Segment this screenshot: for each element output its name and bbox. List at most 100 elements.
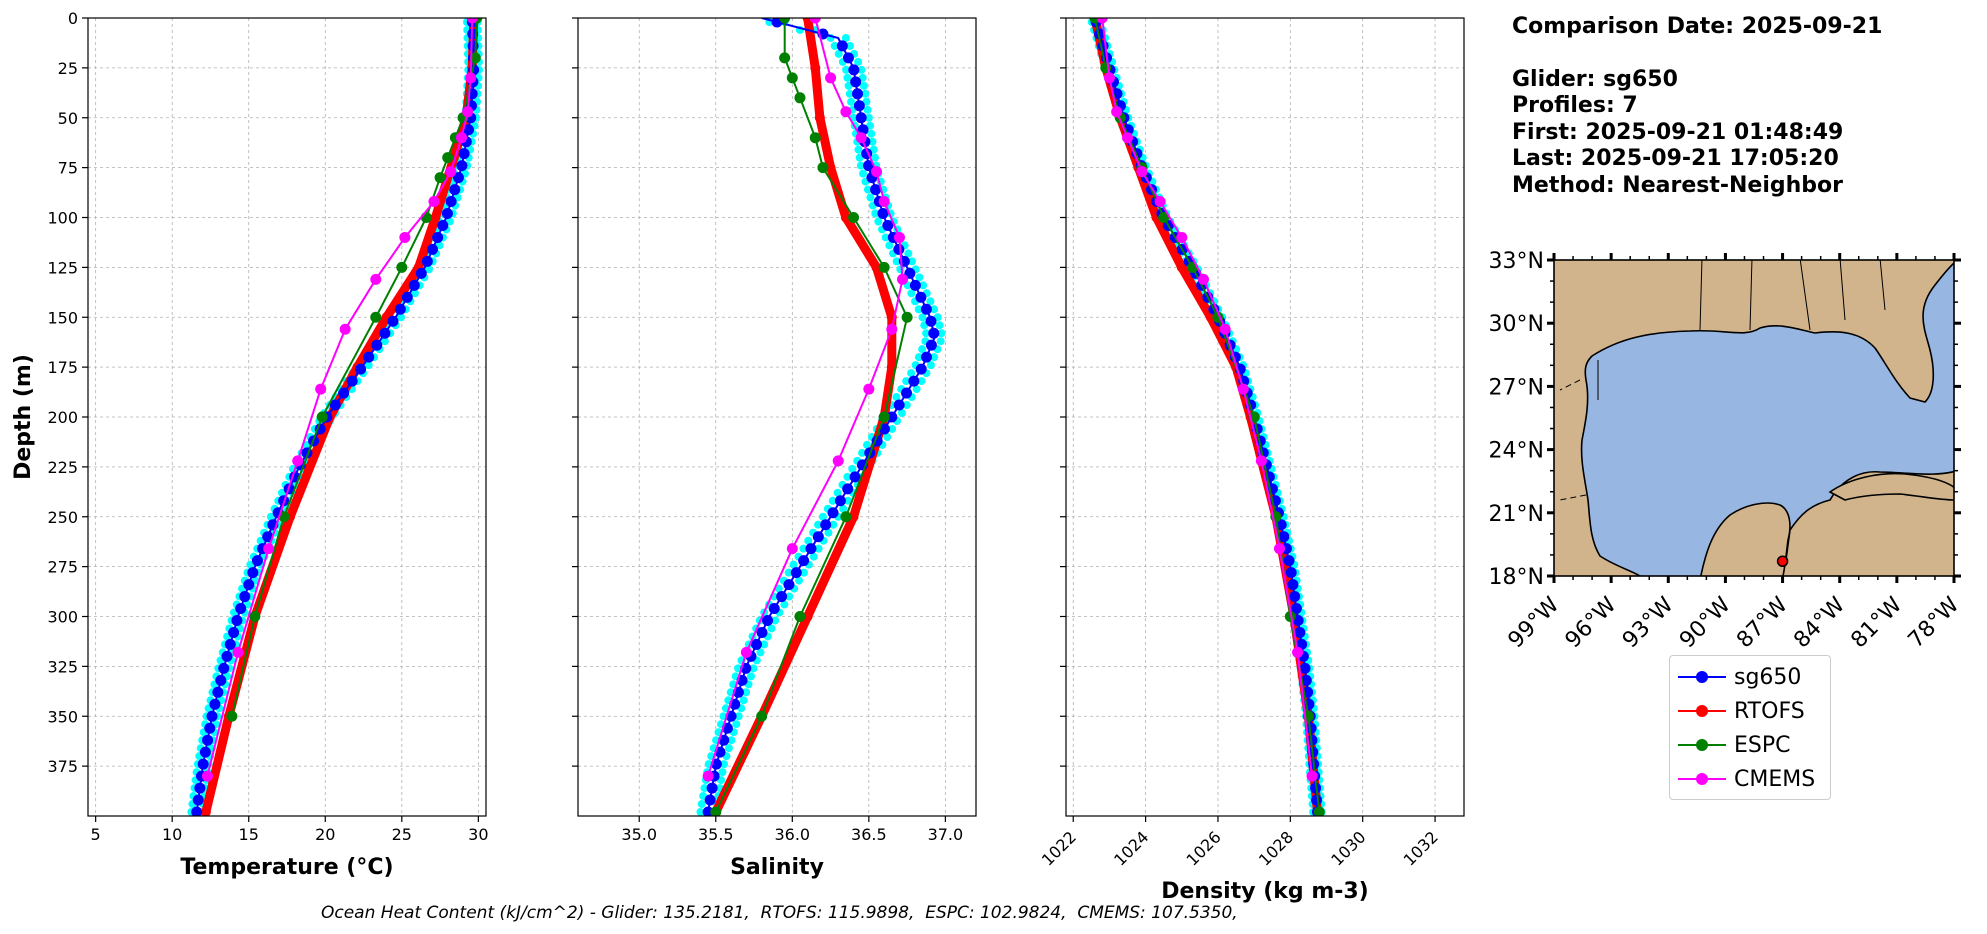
x-tick-label: 1028 [1255, 827, 1297, 869]
series-line-rtofs [201, 18, 479, 814]
glider-scatter-point [829, 520, 838, 529]
map-lat-label: 27°N [1489, 375, 1544, 400]
map-lon-label: 81°W [1846, 592, 1907, 653]
series-point-sg650 [886, 411, 898, 423]
glider-scatter-point [771, 616, 780, 625]
map-inset: 99°W96°W93°W90°W87°W84°W81°W78°W 18°N 21°N… [1489, 249, 1965, 653]
series-point-sg650 [228, 626, 240, 638]
glider-scatter-point [833, 488, 842, 497]
series-point-cmems [263, 543, 275, 555]
series-point-sg650 [850, 76, 862, 88]
series-point-cmems [832, 455, 844, 467]
series-point-espc [442, 152, 454, 164]
x-axis-label: Temperature (°C) [180, 855, 393, 880]
series-point-sg650 [379, 327, 391, 339]
glider-scatter-point [364, 361, 373, 370]
glider-scatter-point [734, 712, 743, 721]
map-lon-label: 93°W [1618, 592, 1679, 653]
interpolation-method: Method: Nearest-Neighbor [1512, 172, 1843, 198]
glider-scatter-point [918, 345, 927, 354]
glider-scatter-point [914, 305, 923, 314]
glider-scatter-point [874, 217, 883, 226]
series-point-sg650 [1283, 555, 1295, 567]
series-point-cmems [1096, 18, 1108, 24]
glider-scatter-point [397, 313, 406, 322]
series-point-sg650 [852, 88, 864, 100]
series-point-espc [469, 52, 481, 64]
glider-scatter-point [915, 273, 924, 282]
legend-label: ESPC [1734, 732, 1791, 758]
series-point-sg650 [215, 674, 227, 686]
x-axis-label: Salinity [730, 855, 824, 880]
glider-scatter-point [935, 321, 944, 330]
comparison-date: Comparison Date: 2025-09-21 [1512, 14, 1883, 39]
glider-scatter-point [902, 377, 911, 386]
map-lat-label: 21°N [1489, 502, 1544, 527]
series-point-cmems [428, 196, 440, 208]
series-point-espc [1158, 212, 1170, 223]
series-point-cmems [897, 273, 909, 285]
map-land-yucatan [1700, 502, 1791, 576]
series-point-cmems [840, 106, 852, 118]
y-tick-label: 225 [47, 458, 78, 477]
glider-scatter-point [863, 105, 872, 114]
series-point-espc [278, 511, 290, 523]
first-profile-time: First: 2025-09-21 01:48:49 [1512, 119, 1844, 145]
series-point-sg650 [908, 375, 920, 387]
glider-scatter-point [804, 536, 813, 545]
legend-item-espc: ESPC [1678, 728, 1830, 762]
series-point-cmems [1136, 166, 1148, 178]
x-tick-label: 35.0 [621, 825, 657, 844]
glider-scatter-point [830, 41, 839, 50]
series-point-sg650 [762, 614, 774, 626]
glider-scatter-point [864, 113, 873, 122]
series-point-cmems [1111, 106, 1123, 118]
series-point-sg650 [1287, 579, 1299, 591]
x-tick-label: 1024 [1110, 827, 1152, 869]
series-point-cmems [863, 383, 875, 395]
x-axis-label: Density (kg m-3) [1161, 879, 1369, 904]
series-point-cmems [1103, 72, 1115, 84]
glider-scatter-point [845, 89, 854, 98]
glider-scatter-point [718, 768, 727, 777]
series-point-sg650 [921, 351, 933, 363]
glider-scatter-point [814, 520, 823, 529]
series-point-cmems [456, 132, 468, 144]
series-point-sg650 [915, 291, 927, 303]
map-lon-label: 90°W [1675, 592, 1736, 653]
glider-scatter-point [742, 688, 751, 697]
glider-scatter-point [918, 313, 927, 322]
glider-scatter-point [912, 385, 921, 394]
series-point-sg650 [904, 267, 916, 279]
series-point-sg650 [218, 662, 230, 674]
series-point-espc [710, 806, 722, 816]
glider-scatter-point [914, 353, 923, 362]
glider-scatter-point [926, 361, 935, 370]
glider-name: Glider: sg650 [1512, 66, 1678, 92]
series-point-sg650 [842, 483, 854, 495]
glider-scatter-point [922, 329, 931, 338]
series-point-sg650 [467, 40, 479, 52]
series-point-rtofs [814, 112, 825, 123]
series-point-cmems [825, 72, 837, 84]
y-tick-label: 350 [47, 707, 78, 726]
series-point-sg650 [756, 626, 768, 638]
series-point-espc [756, 710, 768, 722]
map-lon-label: 78°W [1904, 592, 1965, 653]
series-point-espc [794, 92, 806, 104]
glider-scatter-point [841, 33, 850, 42]
glider-scatter-point [854, 57, 863, 66]
map-lon-label: 84°W [1789, 592, 1850, 653]
series-point-sg650 [355, 363, 367, 375]
glider-scatter-point [919, 281, 928, 290]
y-tick-label: 125 [47, 258, 78, 277]
x-tick-label: 15 [239, 825, 259, 844]
glider-scatter-point [799, 568, 808, 577]
series-point-sg650 [848, 64, 860, 76]
series-point-sg650 [855, 112, 867, 124]
glider-scatter-point [861, 89, 870, 98]
series-point-sg650 [877, 208, 889, 220]
series-point-espc [396, 261, 408, 273]
series-group [696, 18, 946, 816]
glider-scatter-point [937, 329, 946, 338]
